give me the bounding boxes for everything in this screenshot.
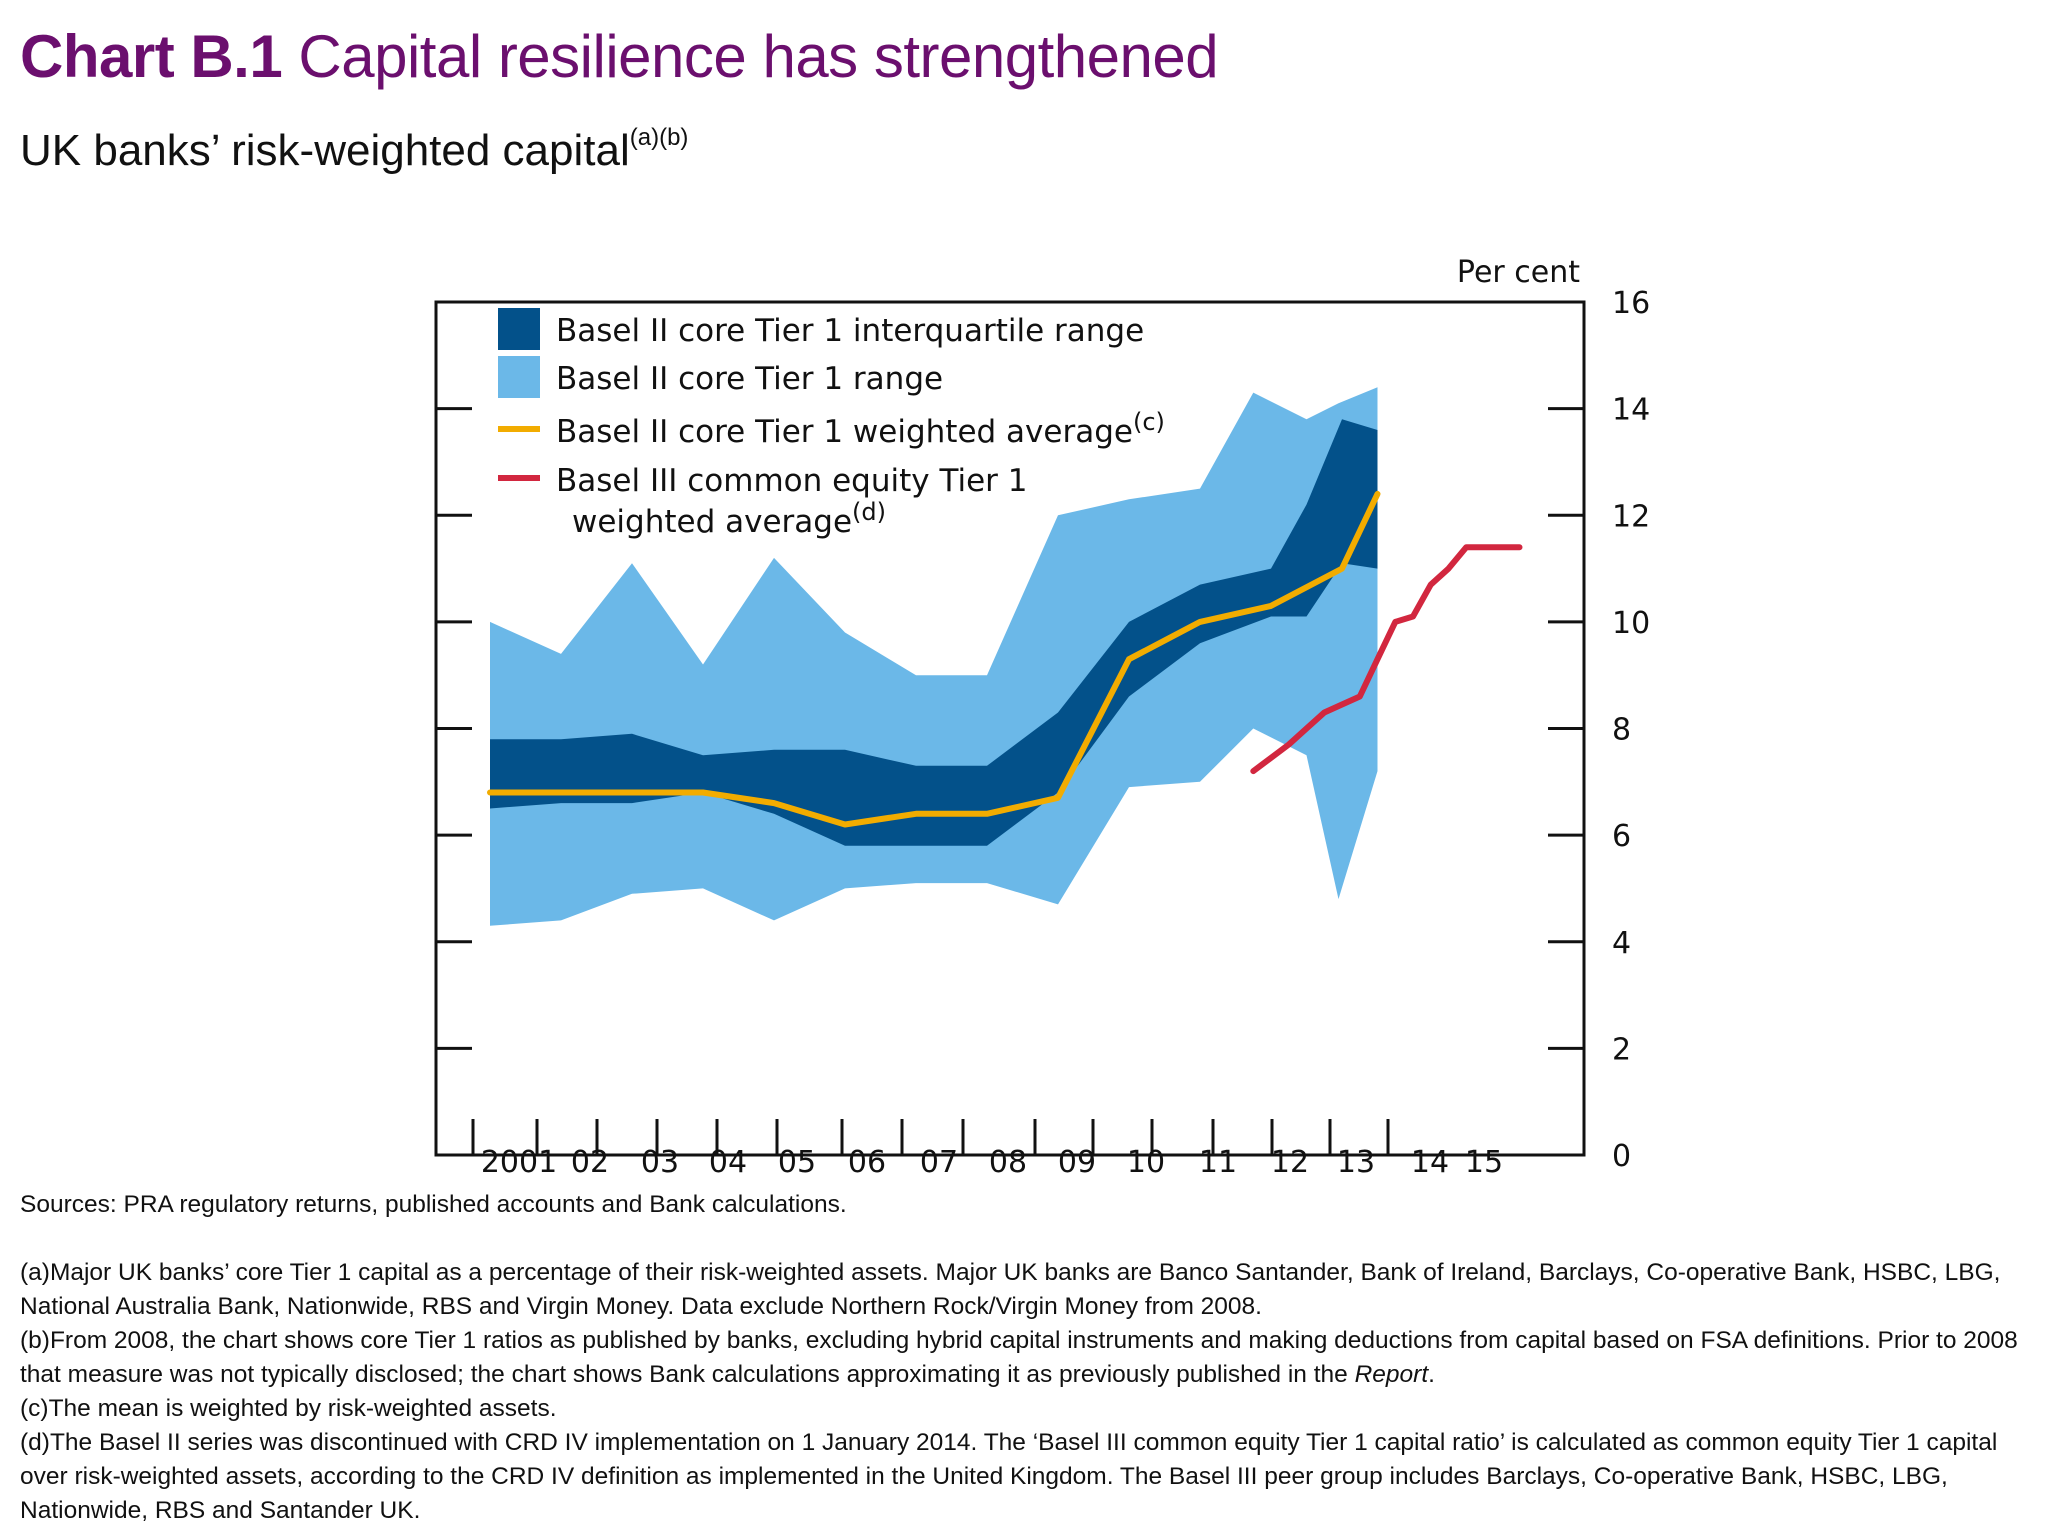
x-tick-label: 05 xyxy=(778,1145,816,1180)
x-tick-label: 12 xyxy=(1271,1145,1309,1180)
y-axis-label: Per cent xyxy=(1457,255,1580,290)
footnote-a: (a)Major UK banks’ core Tier 1 capital a… xyxy=(20,1259,2001,1320)
x-tick-label: 2001 xyxy=(481,1145,557,1180)
footnotes: Sources: PRA regulatory returns, publish… xyxy=(20,1188,2030,1528)
legend-label-cont: weighted average(d) xyxy=(572,498,886,540)
area-interquartile xyxy=(490,419,1378,846)
x-tick-label: 03 xyxy=(641,1145,679,1180)
footnote-b-end: . xyxy=(1428,1361,1435,1388)
y-tick-label: 12 xyxy=(1612,499,1650,534)
x-axis: 2001 02 03 04 05 06 07 08 09 10 11 12 13 14 15 xyxy=(471,1119,1503,1180)
chart-title: Chart B.1 Capital resilience has strengt… xyxy=(20,22,1219,91)
plot-lines xyxy=(487,490,1523,828)
y-tick-label: 4 xyxy=(1612,926,1631,961)
legend-swatch-range xyxy=(498,356,540,398)
subtitle-footnote-refs: (a)(b) xyxy=(629,124,689,151)
chart-number: Chart B.1 xyxy=(20,23,283,90)
footnote-c: (c)The mean is weighted by risk-weighted… xyxy=(20,1395,557,1422)
chart-title-text: Capital resilience has strengthened xyxy=(298,23,1219,90)
chart-subtitle: UK banks’ risk-weighted capital(a)(b) xyxy=(20,124,689,176)
legend-label: Basel III common equity Tier 1 xyxy=(556,463,1027,499)
y-tick-label: 6 xyxy=(1612,819,1631,854)
y-tick-label: 10 xyxy=(1612,606,1650,641)
x-tick-label: 07 xyxy=(920,1145,958,1180)
footnote-b-text: (b)From 2008, the chart shows core Tier … xyxy=(20,1327,2018,1388)
legend-label: Basel II core Tier 1 interquartile range xyxy=(556,313,1144,349)
x-tick-label: 08 xyxy=(989,1145,1027,1180)
x-tick-label: 02 xyxy=(571,1145,609,1180)
line-basel3_avg xyxy=(1250,544,1523,775)
x-tick-label: 11 xyxy=(1199,1145,1237,1180)
x-tick-label: 09 xyxy=(1058,1145,1096,1180)
x-tick-label: 06 xyxy=(848,1145,886,1180)
y-axis: 0 2 4 6 8 10 12 14 16 xyxy=(436,286,1650,1174)
y-tick-label: 0 xyxy=(1612,1139,1631,1174)
line-basel2_avg xyxy=(487,490,1381,828)
legend-label: Basel II core Tier 1 range xyxy=(556,361,943,397)
x-tick-label: 15 xyxy=(1465,1145,1503,1180)
x-tick-label: 04 xyxy=(709,1145,747,1180)
chart-subtitle-text: UK banks’ risk-weighted capital xyxy=(20,126,630,175)
x-tick-label: 13 xyxy=(1337,1145,1375,1180)
y-tick-label: 16 xyxy=(1612,286,1650,321)
y-tick-label: 14 xyxy=(1612,393,1650,428)
x-tick-label: 10 xyxy=(1127,1145,1165,1180)
sources-note: Sources: PRA regulatory returns, publish… xyxy=(20,1191,847,1218)
legend-footnote-ref: (d) xyxy=(852,498,886,526)
y-tick-label: 2 xyxy=(1612,1032,1631,1067)
legend-label: Basel II core Tier 1 weighted average(c) xyxy=(556,408,1165,450)
y-tick-label: 8 xyxy=(1612,713,1631,748)
footnote-b: (b)From 2008, the chart shows core Tier … xyxy=(20,1324,2030,1392)
legend-footnote-ref: (c) xyxy=(1133,408,1165,436)
legend-swatch-interquartile xyxy=(498,308,540,350)
footnote-d: (d)The Basel II series was discontinued … xyxy=(20,1429,1998,1524)
x-tick-label: 14 xyxy=(1411,1145,1449,1180)
footnote-b-report: Report xyxy=(1354,1361,1429,1388)
legend: Basel II core Tier 1 interquartile range… xyxy=(498,308,1165,540)
